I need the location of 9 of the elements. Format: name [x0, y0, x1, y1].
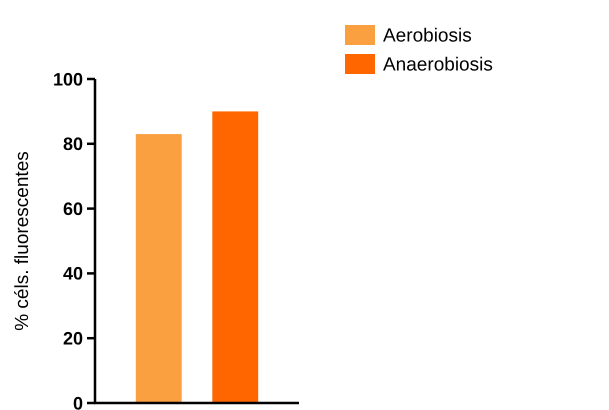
legend-label: Aerobiosis: [383, 26, 472, 47]
legend-label: Anaerobiosis: [383, 54, 493, 76]
y-tick-label: 20: [62, 328, 83, 348]
y-tick-label: 0: [72, 393, 83, 410]
y-tick-label: 40: [62, 264, 83, 284]
y-tick-label: 60: [62, 198, 83, 219]
y-tick-label: 80: [62, 134, 83, 154]
y-tick-label: 100: [52, 69, 83, 90]
y-axis-title: % céls. fluorescentes: [12, 151, 33, 331]
